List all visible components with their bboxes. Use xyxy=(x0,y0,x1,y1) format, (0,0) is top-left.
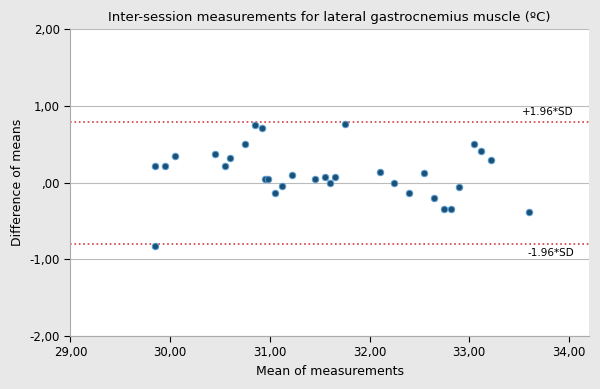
Point xyxy=(330,173,340,180)
Point xyxy=(446,207,456,213)
Point xyxy=(404,189,414,196)
Point xyxy=(277,182,287,189)
Point xyxy=(419,170,429,177)
Point xyxy=(389,180,399,186)
X-axis label: Mean of measurements: Mean of measurements xyxy=(256,365,404,378)
Title: Inter-session measurements for lateral gastrocnemius muscle (ºC): Inter-session measurements for lateral g… xyxy=(109,11,551,24)
Point xyxy=(225,155,235,161)
Point xyxy=(170,153,180,159)
Point xyxy=(375,169,385,175)
Point xyxy=(440,207,449,213)
Point xyxy=(310,176,320,182)
Point xyxy=(151,163,160,169)
Point xyxy=(430,195,439,201)
Point xyxy=(320,173,329,180)
Y-axis label: Difference of means: Difference of means xyxy=(11,119,24,246)
Point xyxy=(325,180,334,186)
Point xyxy=(160,163,170,169)
Point xyxy=(263,176,272,182)
Point xyxy=(524,209,534,215)
Point xyxy=(250,122,260,128)
Point xyxy=(340,121,349,127)
Point xyxy=(240,141,250,147)
Point xyxy=(270,189,280,196)
Point xyxy=(210,151,220,157)
Point xyxy=(220,163,230,169)
Point xyxy=(469,141,479,147)
Point xyxy=(260,176,269,182)
Point xyxy=(257,124,266,131)
Point xyxy=(476,147,486,154)
Point xyxy=(287,172,296,178)
Text: +1.96*SD: +1.96*SD xyxy=(523,107,574,117)
Point xyxy=(487,157,496,163)
Text: -1.96*SD: -1.96*SD xyxy=(527,248,574,258)
Point xyxy=(151,242,160,249)
Point xyxy=(454,183,464,189)
